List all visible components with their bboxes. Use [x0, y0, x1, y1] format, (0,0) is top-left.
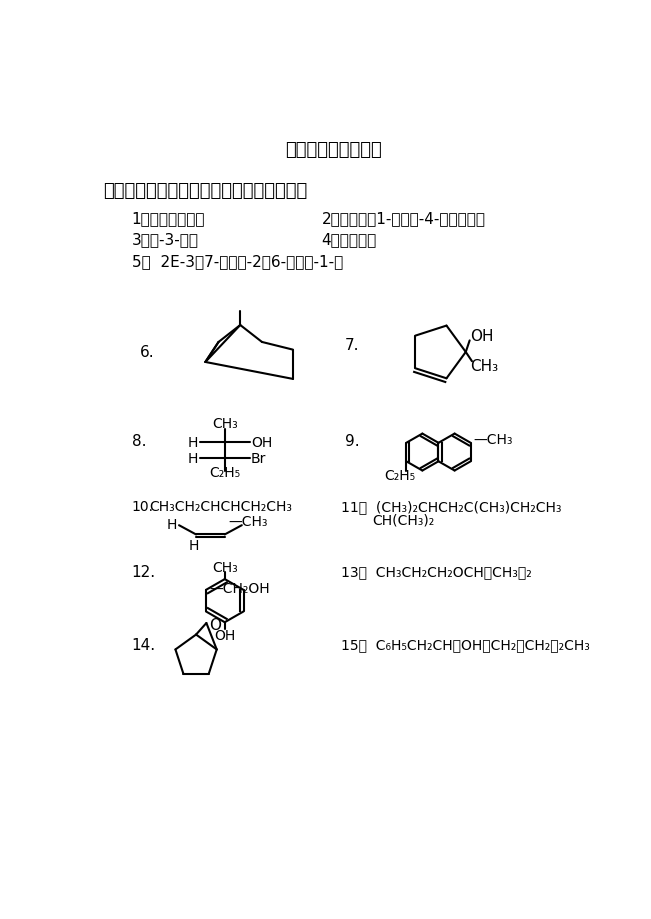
Text: 9.: 9. [345, 434, 359, 448]
Text: H: H [188, 436, 199, 449]
Text: C₂H₅: C₂H₅ [385, 469, 415, 482]
Text: 7.: 7. [345, 337, 359, 352]
Text: H: H [167, 518, 178, 532]
Text: OH: OH [214, 628, 236, 641]
Text: —CH₂OH: —CH₂OH [210, 581, 270, 595]
Text: 5．  2E-3，7-二甲基-2，6-辛二烯-1-醇: 5． 2E-3，7-二甲基-2，6-辛二烯-1-醇 [132, 254, 343, 268]
Text: 2．茴香脑（1-甲氧基-4-丙烯基苯）: 2．茴香脑（1-甲氧基-4-丙烯基苯） [322, 210, 486, 225]
Text: 1．甘油三硝酸酯: 1．甘油三硝酸酯 [132, 210, 205, 225]
Text: 11．  (CH₃)₂CHCH₂C(CH₃)CH₂CH₃: 11． (CH₃)₂CHCH₂C(CH₃)CH₂CH₃ [341, 499, 562, 514]
Text: H: H [189, 539, 199, 552]
Text: CH₃: CH₃ [212, 561, 238, 574]
Text: OH: OH [251, 436, 272, 449]
Text: CH(CH₃)₂: CH(CH₃)₂ [372, 513, 434, 528]
Text: OH: OH [469, 328, 493, 343]
Text: 4．叔丁基醇: 4．叔丁基醇 [322, 232, 377, 247]
Text: 一、命名下列化合物或写出化合物的结构式: 一、命名下列化合物或写出化合物的结构式 [103, 182, 307, 200]
Text: Br: Br [251, 452, 266, 466]
Text: H: H [188, 452, 199, 466]
Text: O: O [209, 618, 221, 632]
Text: —CH₃: —CH₃ [229, 514, 268, 528]
Text: 12.: 12. [132, 564, 156, 579]
Text: 13．  CH₃CH₂CH₂OCH（CH₃）₂: 13． CH₃CH₂CH₂OCH（CH₃）₂ [341, 565, 532, 579]
Text: 3．反-3-戊烯: 3．反-3-戊烯 [132, 232, 199, 247]
Text: C₂H₅: C₂H₅ [209, 466, 240, 480]
Text: 15．  C₆H₅CH₂CH（OH）CH₂（CH₂）₂CH₃: 15． C₆H₅CH₂CH（OH）CH₂（CH₂）₂CH₃ [341, 638, 590, 652]
Text: 14.: 14. [132, 638, 156, 652]
Text: CH₃: CH₃ [469, 359, 498, 374]
Text: —CH₃: —CH₃ [473, 433, 512, 447]
Text: 8.: 8. [132, 434, 146, 448]
Text: 6.: 6. [139, 345, 154, 360]
Text: 10.: 10. [132, 499, 154, 514]
Text: CH₃: CH₃ [212, 416, 238, 430]
Text: 有机化学水平测试题: 有机化学水平测试题 [285, 142, 381, 159]
Text: CH₃CH₂CHCHCH₂CH₃: CH₃CH₂CHCHCH₂CH₃ [150, 499, 292, 514]
